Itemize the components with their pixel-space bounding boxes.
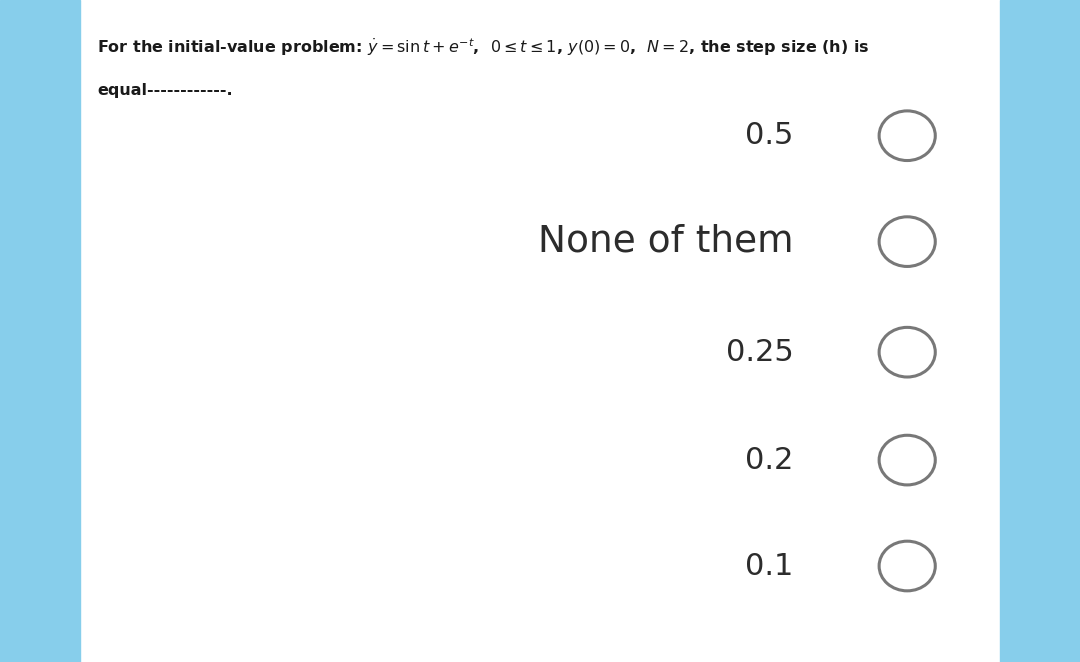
- Text: equal------------.: equal------------.: [97, 83, 233, 98]
- Text: 0.1: 0.1: [745, 551, 794, 581]
- Text: 0.25: 0.25: [726, 338, 794, 367]
- Text: None of them: None of them: [538, 224, 794, 260]
- Text: 0.2: 0.2: [745, 446, 794, 475]
- Bar: [1000, 0, 1080, 662]
- Bar: [0, 0, 80, 662]
- Text: 0.5: 0.5: [745, 121, 794, 150]
- Text: For the initial-value problem: $\dot{y} = \sin t + e^{-t}$,  $0 \leq t \leq 1$, : For the initial-value problem: $\dot{y} …: [97, 36, 869, 58]
